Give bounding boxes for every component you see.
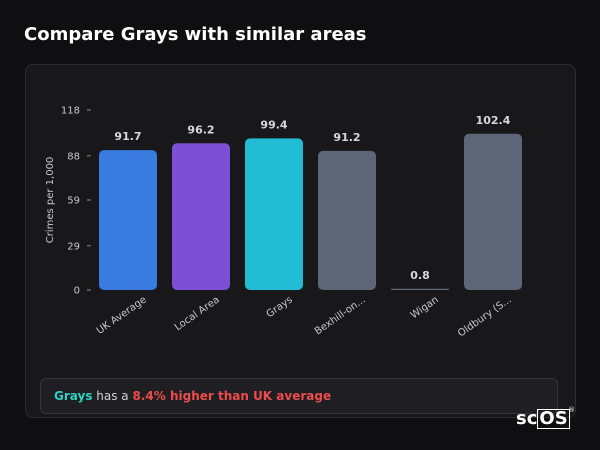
bar-value-label: 102.4 [476,114,511,127]
bar[interactable] [464,133,522,290]
category-label: Bexhill-on... [313,294,368,337]
bar[interactable] [318,150,376,290]
bar-value-label: 96.2 [187,123,214,136]
note-middle-text: has a [92,389,133,403]
y-tick-label: 29 [67,241,80,252]
bar[interactable] [172,143,230,290]
bar[interactable] [391,288,449,290]
logo-prefix: sc [516,408,538,429]
page-title: Compare Grays with similar areas [24,24,367,45]
bars [99,133,522,290]
y-tick-label: 88 [67,151,80,162]
comparison-note: Grays has a 8.4% higher than UK average [40,378,558,414]
note-area-name: Grays [54,389,93,403]
brand-logo: sc OS [516,408,570,429]
y-axis: 0 29 59 88 118 [61,106,91,297]
y-tick-label: 0 [74,286,80,297]
category-label: Wigan [409,294,441,321]
note-highlight: 8.4% higher than UK average [132,389,332,403]
bar-value-label: 0.8 [410,269,430,282]
logo-registered-mark: ® [568,406,575,414]
category-labels: UK Average Local Area Grays Bexhill-on... Wi… [95,294,514,339]
category-label: Local Area [173,294,222,333]
bar-value-label: 91.2 [333,131,360,144]
y-axis-label: Crimes per 1,000 [45,157,56,244]
y-tick-label: 59 [67,196,80,207]
data-labels: 91.7 96.2 99.4 91.2 0.8 102.4 [114,114,510,282]
bar[interactable] [99,150,157,290]
bar[interactable] [245,138,303,290]
category-label: Oldbury (S... [456,294,514,339]
bar-value-label: 99.4 [260,118,287,131]
y-tick-label: 118 [61,106,80,117]
bar-value-label: 91.7 [114,130,141,143]
category-label: UK Average [95,294,149,336]
category-label: Grays [265,294,295,320]
logo-boxed: OS [537,408,570,429]
